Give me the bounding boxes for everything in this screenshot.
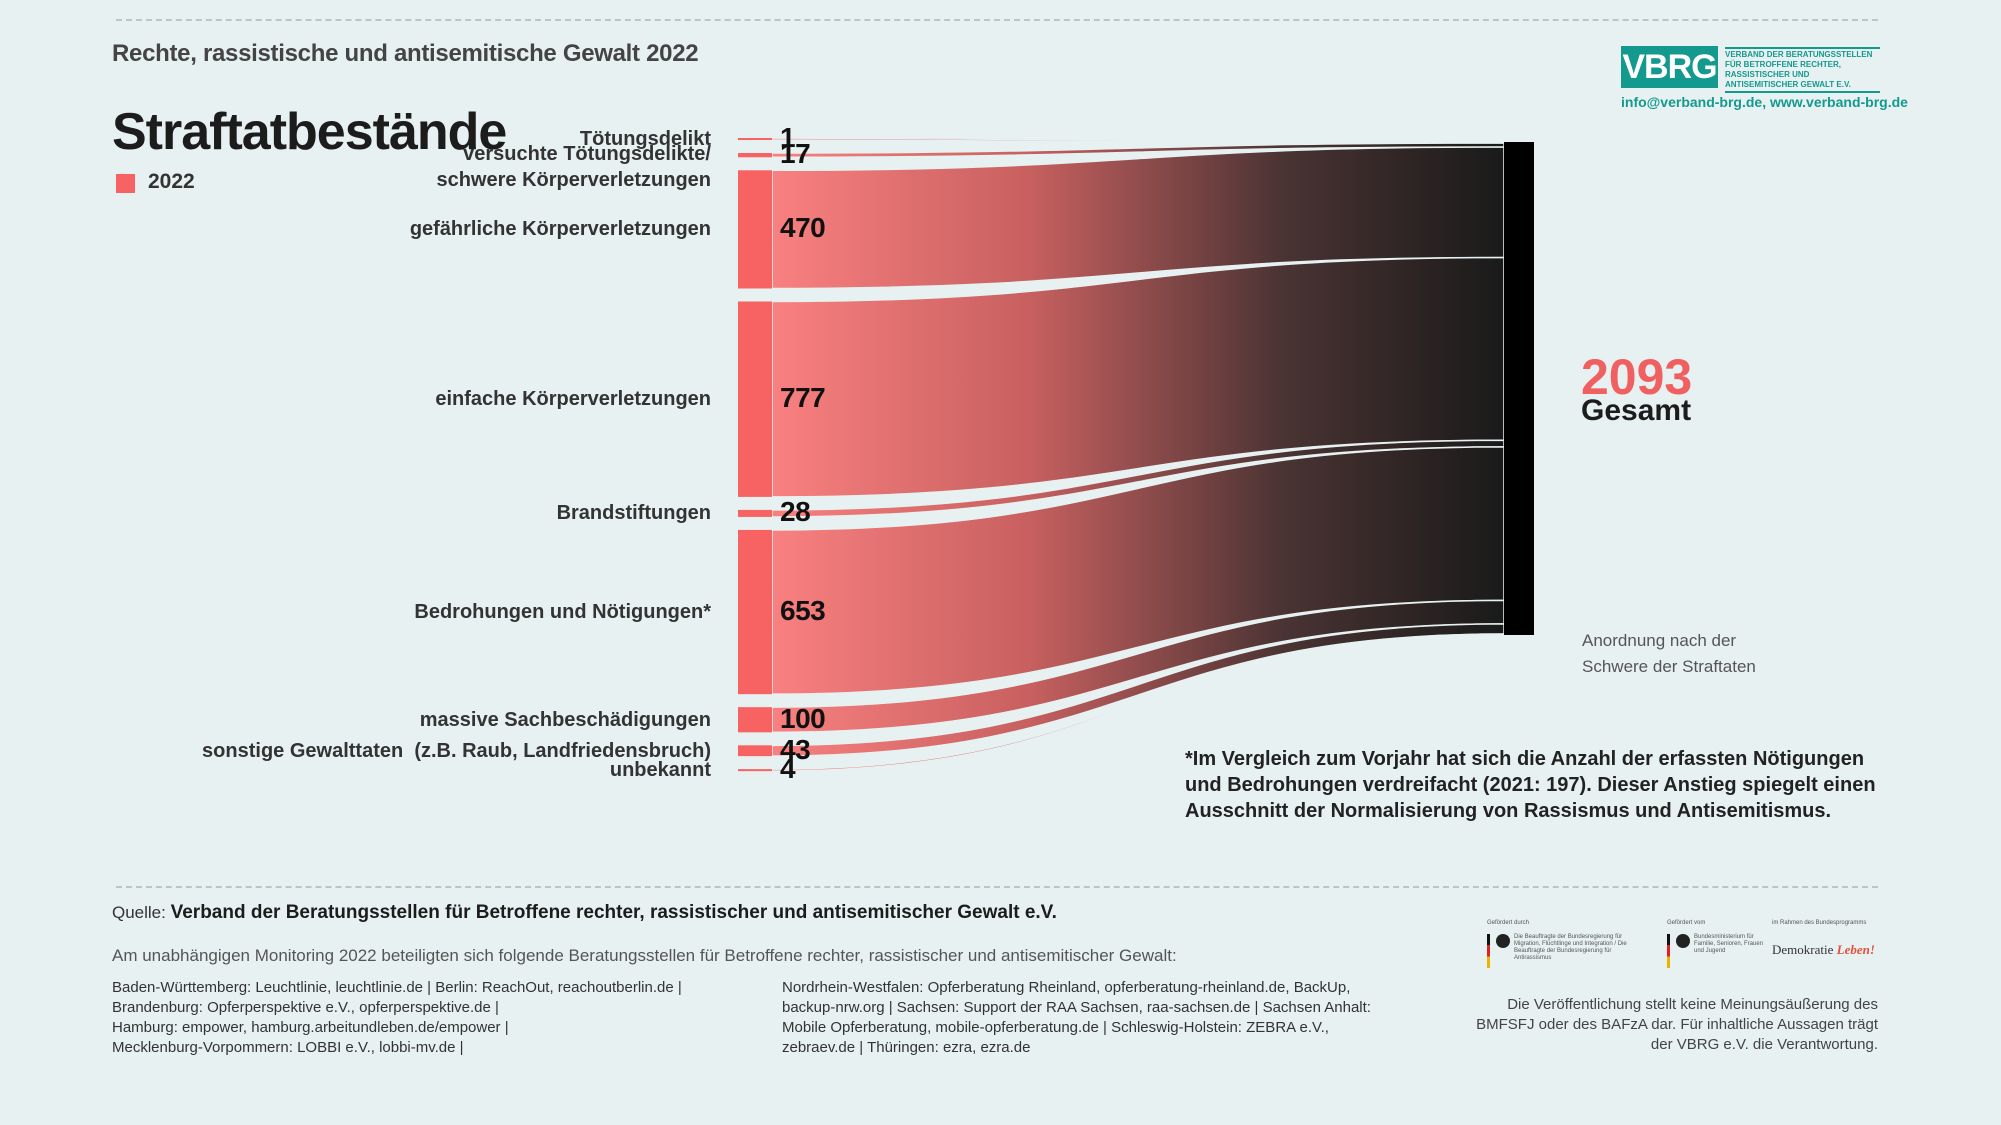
value-label: 28 (780, 496, 811, 528)
partners-intro: Am unabhängigen Monitoring 2022 beteilig… (112, 946, 1177, 965)
logo-word-b: Leben! (1836, 942, 1875, 957)
partner-line: zebraev.de | Thüringen: ezra, ezra.de (782, 1039, 1031, 1056)
logo-word-a: Demokratie (1772, 942, 1834, 957)
source-bar (738, 301, 772, 497)
partners-column-2: Nordrhein-Westfalen: Opferberatung Rhein… (782, 978, 1382, 1058)
source-bar (738, 769, 772, 772)
funder-text: Die Beauftragte der Bundesregierung für … (1514, 934, 1627, 961)
legend-swatch (116, 174, 135, 193)
partner-line: Brandenburg: Opferperspektive e.V., opfe… (112, 999, 499, 1016)
demokratie-leben-logo: Demokratie Leben! (1772, 942, 1875, 958)
category-label: sonstige Gewalttaten (z.B. Raub, Landfri… (202, 739, 711, 762)
source-bar (738, 745, 772, 757)
total-bar (1504, 142, 1534, 635)
source-prefix: Quelle: (112, 903, 166, 922)
contact-info: info@verband-brg.de, www.verband-brg.de (1621, 94, 1908, 110)
source-bar (738, 509, 772, 517)
value-label: 17 (780, 138, 811, 170)
value-label: 653 (780, 595, 826, 627)
partner-line: Baden-Württemberg: Leuchtlinie, leuchtli… (112, 979, 682, 996)
legend-label: 2022 (148, 170, 195, 193)
chart-title: Straftatbestände (112, 103, 507, 161)
partner-line: backup-nrw.org | Sachsen: Support der RA… (782, 999, 1371, 1016)
funder-integration: Gefördert durch Die Beauftragte der Bund… (1487, 920, 1637, 968)
source-name: Verband der Beratungsstellen für Betroff… (170, 902, 1057, 923)
funder-heading: im Rahmen des Bundesprogramms (1772, 920, 1867, 926)
vbrg-logo-text: VERBAND DER BERATUNGSSTELLEN FÜR BETROFF… (1725, 47, 1880, 93)
value-label: 777 (780, 382, 826, 414)
funder-heading: Gefördert durch (1487, 920, 1530, 926)
value-label: 1 (780, 122, 796, 153)
source-bar (738, 153, 772, 158)
source-bar (738, 707, 772, 733)
federal-flag-icon (1487, 934, 1490, 968)
total-value: 2093 (1581, 349, 1693, 405)
category-label: Brandstiftungen (556, 502, 711, 525)
order-note: Anordnung nach der Schwere der Straftate… (1582, 631, 1756, 676)
category-label: unbekannt (609, 759, 711, 782)
category-label: Bedrohungen und Nötigungen* (414, 601, 711, 624)
partner-line: Mecklenburg-Vorpommern: LOBBI e.V., lobb… (112, 1039, 464, 1056)
source-bar (738, 529, 772, 695)
funder-program: im Rahmen des Bundesprogramms (1772, 920, 1882, 926)
funder-heading: Gefördert vom (1667, 920, 1706, 926)
partner-line: Nordrhein-Westfalen: Opferberatung Rhein… (782, 979, 1351, 996)
federal-flag-icon (1667, 934, 1670, 968)
category-label: Tötungsdelikt (579, 128, 711, 150)
category-label: versuchte Tötungsdelikte/ schwere Körper… (436, 143, 711, 192)
category-label: gefährliche Körperverletzungen (409, 218, 711, 241)
bottom-divider (116, 886, 1878, 888)
value-label: 43 (780, 733, 811, 765)
source-line: Quelle: Verband der Beratungsstellen für… (112, 902, 1057, 924)
funder-text: Bundesministerium für Familie, Senioren,… (1694, 934, 1764, 954)
partner-line: Mobile Opferberatung, mobile-opferberatu… (782, 1019, 1329, 1036)
total-caption: Gesamt (1581, 394, 1692, 427)
value-label: 100 (780, 702, 826, 734)
vbrg-logo: VBRG (1621, 46, 1718, 88)
value-label: 4 (780, 753, 796, 785)
funder-bmfsfj: Gefördert vom Bundesministerium für Fami… (1667, 920, 1817, 968)
partners-column-1: Baden-Württemberg: Leuchtlinie, leuchtli… (112, 978, 752, 1058)
source-bar (738, 138, 772, 140)
federal-eagle-icon (1676, 934, 1690, 948)
category-label: massive Sachbeschädigungen (419, 708, 711, 731)
disclaimer: Die Veröffentlichung stellt keine Meinun… (1476, 996, 1878, 1053)
chart-supertitle: Rechte, rassistische und antisemitische … (112, 40, 699, 67)
category-label: einfache Körperverletzungen (435, 388, 711, 411)
partner-line: Hamburg: empower, hamburg.arbeitundleben… (112, 1019, 509, 1036)
footnote: *Im Vergleich zum Vorjahr hat sich die A… (1185, 748, 1876, 822)
source-bar (738, 170, 772, 289)
federal-eagle-icon (1496, 934, 1510, 948)
value-label: 470 (780, 212, 826, 244)
top-divider (116, 19, 1878, 21)
flow-link (771, 137, 1505, 144)
